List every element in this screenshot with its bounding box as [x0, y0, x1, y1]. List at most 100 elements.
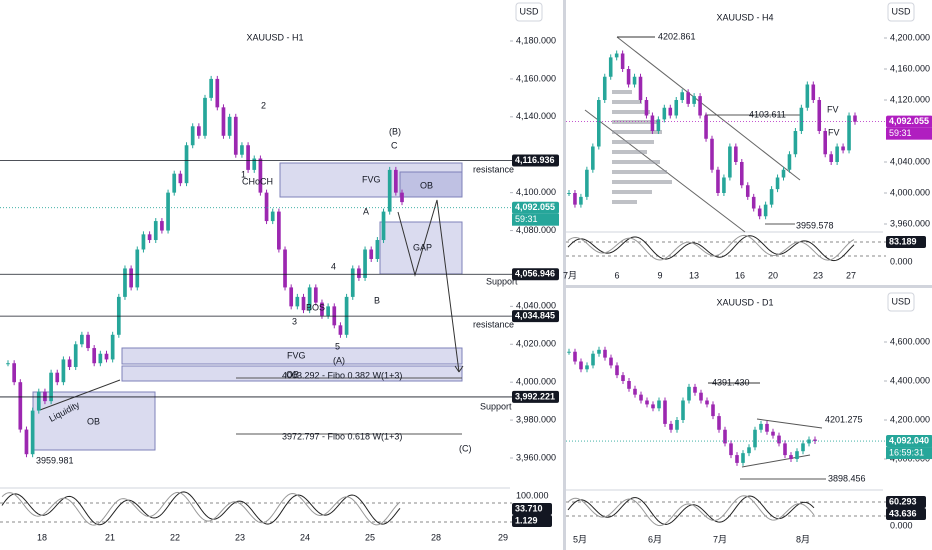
candle — [687, 386, 691, 401]
candle — [313, 287, 318, 303]
y-tick-label: 4,140.000 — [516, 111, 556, 121]
candle — [240, 145, 244, 155]
oscillator-line — [567, 235, 855, 262]
osc-badge — [886, 496, 926, 508]
ob-zone — [32, 391, 156, 451]
y-tick-label: 3,980.000 — [516, 414, 556, 424]
candle — [67, 359, 72, 368]
candle — [699, 392, 703, 401]
candle — [30, 410, 35, 455]
annotation: resistance — [473, 319, 514, 329]
candle — [252, 158, 257, 170]
candle — [98, 353, 103, 364]
price-badge-label: 4,056.946 — [515, 269, 555, 279]
price-badge — [512, 201, 559, 214]
candle — [704, 115, 708, 139]
annotation: 4 — [331, 261, 336, 271]
candle — [283, 249, 287, 288]
annotation: 4003.292 - Fibo 0.382 W(1+3) — [282, 370, 402, 380]
x-tick-label: 18 — [37, 532, 47, 542]
candle — [615, 365, 619, 376]
candle — [80, 334, 84, 345]
annotation: (A) — [333, 355, 345, 365]
annotation: resistance — [473, 164, 514, 174]
candle — [233, 116, 238, 155]
channel-line — [616, 36, 801, 181]
osc-badge-label: 43.636 — [889, 508, 917, 518]
candle — [633, 388, 637, 395]
x-tick-label: 16 — [735, 270, 745, 280]
osc-badge-label: 33.710 — [515, 503, 543, 513]
candle — [387, 169, 392, 212]
candle — [357, 268, 361, 278]
candle — [602, 76, 607, 100]
candle — [591, 146, 595, 170]
candle — [270, 211, 275, 222]
candle — [680, 92, 684, 100]
x-tick-label: 20 — [768, 270, 778, 280]
x-tick-label: 6月 — [648, 534, 662, 544]
currency-button[interactable] — [515, 2, 543, 22]
osc-tick-label: 0.000 — [890, 256, 913, 266]
candle — [639, 394, 643, 401]
y-tick-label: 4,080.000 — [516, 225, 556, 235]
chart-title: XAUUSD - H4 — [716, 12, 773, 22]
x-tick-label: 28 — [431, 532, 441, 542]
oscillator-line — [1, 491, 401, 526]
candle — [632, 76, 637, 85]
candle — [172, 173, 177, 193]
panel-divider — [566, 285, 932, 288]
candle — [741, 453, 745, 463]
candle — [638, 76, 643, 100]
candle — [763, 204, 768, 217]
annotation: CHoCH — [242, 176, 273, 186]
candle — [196, 126, 201, 136]
currency-label: USD — [891, 6, 911, 16]
candle — [86, 334, 90, 349]
candle — [573, 193, 577, 205]
volume-profile — [612, 90, 672, 204]
y-tick-label: 4,200.000 — [890, 32, 930, 42]
candle — [579, 361, 583, 370]
annotation: Support — [480, 401, 512, 411]
candle — [853, 115, 857, 122]
price-badge-label: 4,034.845 — [515, 311, 555, 321]
candle — [841, 146, 845, 151]
candle — [789, 455, 793, 459]
candle — [295, 296, 300, 307]
chart-title: XAUUSD - H1 — [246, 32, 303, 42]
candle — [717, 416, 721, 430]
currency-button[interactable] — [887, 292, 915, 312]
candle — [92, 348, 97, 364]
candle — [668, 107, 673, 116]
candle — [375, 240, 380, 259]
candle — [190, 126, 195, 146]
candle — [141, 234, 146, 250]
candle — [597, 100, 601, 147]
x-tick-label: 25 — [365, 532, 375, 542]
price-badge — [512, 310, 559, 323]
candle — [110, 334, 115, 360]
currency-button[interactable] — [887, 2, 915, 22]
x-tick-label: 23 — [813, 270, 823, 280]
candle — [55, 372, 60, 383]
candle — [811, 84, 816, 100]
candle — [740, 162, 744, 186]
price-badge — [886, 435, 932, 448]
candle — [363, 249, 367, 278]
candle — [400, 192, 404, 203]
candle — [787, 154, 792, 170]
candle — [759, 423, 763, 430]
x-tick-label: 8月 — [796, 534, 810, 544]
chart-title: XAUUSD - D1 — [716, 297, 773, 307]
candle — [135, 249, 140, 288]
candle — [674, 100, 679, 116]
candle — [705, 400, 709, 405]
x-tick-label: 13 — [689, 270, 699, 280]
price-badge-label: 4,092.055 — [889, 116, 929, 126]
candle — [579, 196, 583, 205]
candle — [805, 84, 810, 108]
y-tick-label: 4,000.000 — [890, 187, 930, 197]
candle — [43, 391, 47, 402]
candle — [675, 420, 679, 430]
